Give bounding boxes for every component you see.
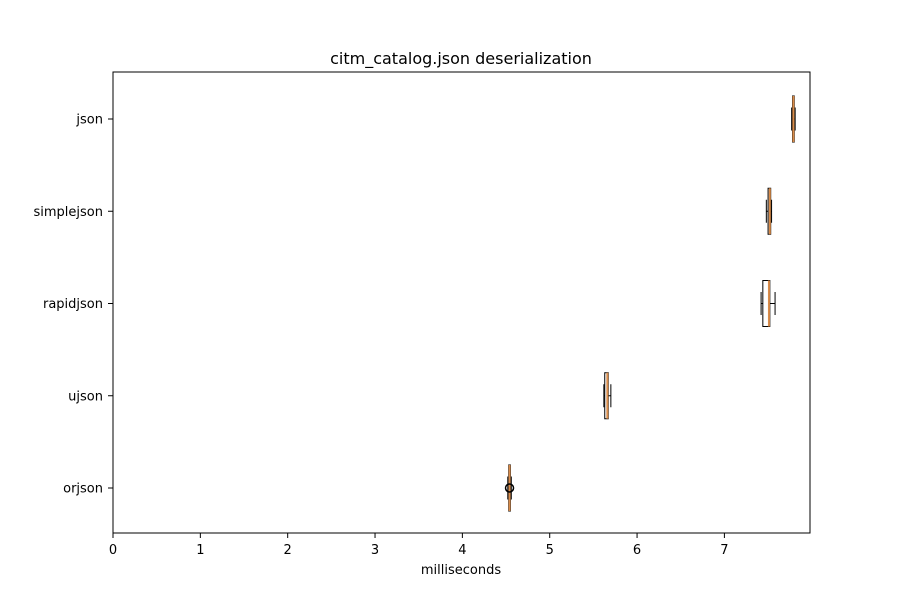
y-tick-label-rapidjson: rapidjson — [43, 297, 103, 312]
flier-point — [504, 483, 515, 493]
x-tick-label: 2 — [284, 543, 292, 558]
plot-area — [504, 95, 796, 512]
box-simplejson — [765, 187, 773, 235]
x-tick-label: 0 — [109, 543, 117, 558]
x-tick-label: 5 — [546, 543, 554, 558]
x-tick-label: 3 — [371, 543, 379, 558]
x-tick-label: 4 — [458, 543, 466, 558]
x-tick-label: 6 — [633, 543, 641, 558]
box-json — [791, 95, 796, 143]
y-tick-label-orjson: orjson — [63, 482, 103, 497]
x-tick-label: 1 — [196, 543, 204, 558]
box-rapidjson — [760, 280, 776, 327]
box-orjson — [504, 464, 515, 512]
x-tick-label: 7 — [720, 543, 728, 558]
box-ujson — [603, 372, 612, 420]
chart-title: citm_catalog.json deserialization — [330, 49, 592, 69]
y-tick-label-json: json — [75, 113, 103, 128]
y-tick-label-simplejson: simplejson — [34, 205, 104, 220]
y-axis: json simplejson rapidjson ujson orjson — [34, 113, 113, 497]
x-axis: 0 1 2 3 4 5 6 7 — [109, 533, 729, 558]
y-tick-label-ujson: ujson — [68, 389, 103, 404]
x-axis-label: milliseconds — [421, 563, 501, 578]
plot-frame — [112, 71, 811, 534]
